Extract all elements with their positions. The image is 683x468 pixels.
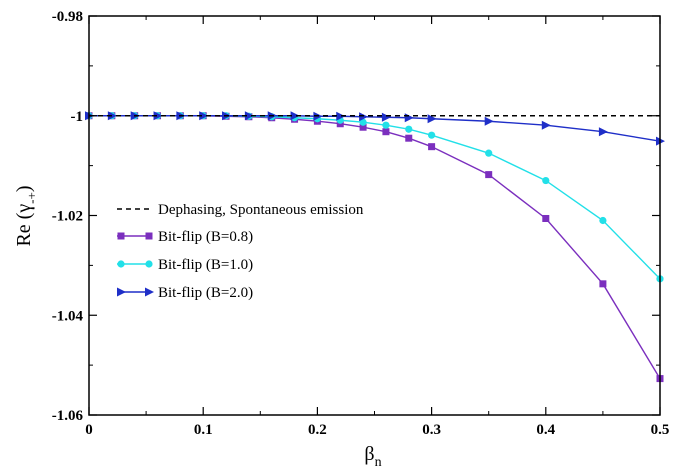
legend: Dephasing, Spontaneous emission Bit-flip … (117, 202, 364, 301)
series-line (89, 115, 661, 280)
data-point (382, 128, 390, 136)
series-line (89, 115, 661, 142)
legend-label: Bit-flip (B=0.8) (158, 229, 253, 245)
data-point (485, 149, 493, 157)
data-point (359, 112, 369, 122)
data-point (404, 113, 414, 123)
y-tick-label: -1.02 (52, 209, 83, 225)
y-tick-label: -1.06 (52, 408, 84, 424)
series-line (89, 115, 661, 379)
x-tick-label: 0 (85, 422, 93, 438)
data-point (405, 125, 413, 133)
data-point (382, 121, 390, 129)
x-tick-label: 0.4 (536, 422, 555, 438)
legend-label: Bit-flip (B=2.0) (158, 285, 253, 301)
data-point (428, 143, 436, 151)
data-point (599, 216, 607, 225)
data-point (485, 171, 493, 179)
data-point (541, 120, 551, 130)
legend-marker (145, 260, 153, 268)
legend-marker (117, 260, 125, 268)
legend-item-1: Bit-flip (B=0.8) (117, 229, 253, 245)
data-point (336, 111, 346, 121)
data-point (359, 123, 367, 131)
axes-layer: 0 0.1 0.2 0.3 0.4 0.5 -0.98 -1 -1.02 -1.04 -1.06 (52, 9, 670, 438)
data-point (405, 134, 413, 142)
data-point (199, 111, 209, 121)
plot-layer (85, 111, 665, 383)
data-point (244, 111, 254, 121)
data-point (427, 114, 437, 124)
data-point (542, 176, 550, 185)
legend-marker (145, 287, 154, 297)
legend-item-0: Dephasing, Spontaneous emission (117, 202, 364, 218)
y-axis-label: Re (γ-+) (13, 185, 39, 246)
data-point (428, 131, 436, 139)
x-tick-label: 0.1 (194, 422, 213, 438)
series-1 (85, 112, 664, 383)
data-point (381, 112, 391, 122)
legend-item-3: Bit-flip (B=2.0) (117, 285, 253, 301)
legend-marker (145, 232, 153, 240)
data-point (484, 116, 494, 126)
data-point (153, 111, 163, 121)
data-point (290, 111, 300, 121)
data-point (542, 214, 550, 222)
x-tick-label: 0.2 (308, 422, 327, 438)
legend-label: Bit-flip (B=1.0) (158, 257, 253, 273)
legend-marker (117, 287, 126, 297)
y-tick-label: -0.98 (52, 9, 83, 25)
x-tick-label: 0.5 (651, 422, 670, 438)
x-tick-label: 0.3 (422, 422, 441, 438)
y-tick-label: -1 (71, 109, 84, 125)
data-point (359, 118, 367, 126)
legend-item-2: Bit-flip (B=1.0) (117, 257, 253, 273)
legend-label: Dephasing, Spontaneous emission (158, 202, 364, 218)
data-point (599, 280, 607, 288)
data-point (598, 127, 608, 137)
data-point (107, 111, 117, 121)
x-axis-label: βn (364, 443, 381, 468)
legend-marker (117, 232, 125, 240)
y-tick-label: -1.04 (52, 308, 84, 324)
